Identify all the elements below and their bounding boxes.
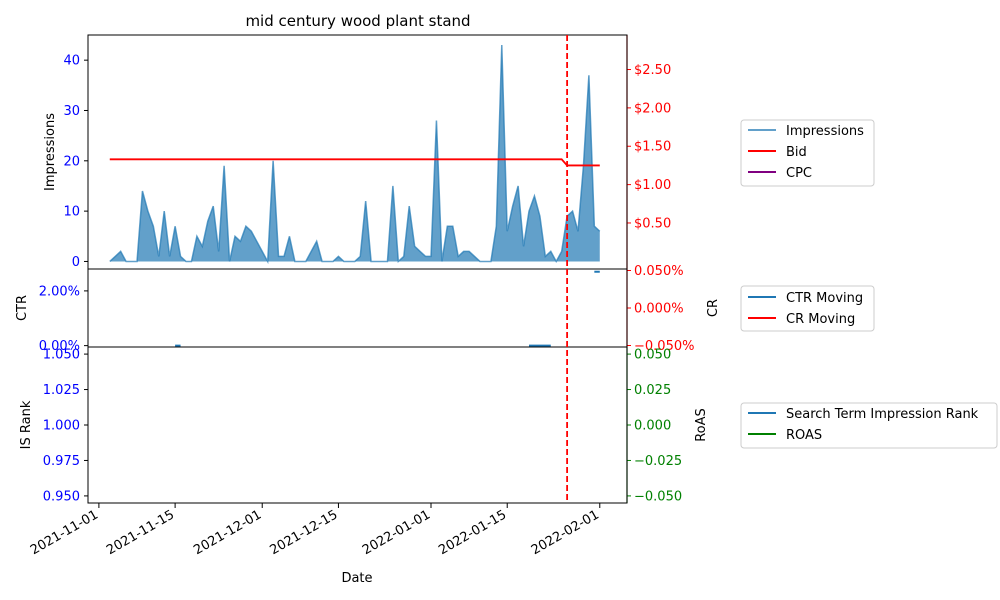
left-tick-label: 0 (72, 255, 80, 270)
left-tick-label: 1.000 (43, 419, 80, 434)
impressions-area (109, 45, 600, 262)
right-tick-label: −0.050% (634, 339, 694, 354)
bid-line (109, 158, 600, 167)
left-tick-label: 10 (63, 205, 80, 220)
right-tick-label: 0.025 (634, 383, 671, 398)
x-tick-label: 2022-02-01 (529, 507, 602, 558)
x-tick-label: 2021-12-15 (268, 507, 341, 558)
impressions-panel: 0 10 20 30 40 $0.50 $1.00 $1.50 $2.00 $2.50 Impre… (43, 34, 671, 270)
left-tick-label: 1.050 (43, 348, 80, 363)
left-tick-label: 0.950 (43, 489, 80, 504)
right-tick-label: 0.000% (634, 302, 684, 317)
cr-axis-label: CR (706, 299, 721, 317)
left-tick-label: 0.00% (39, 339, 80, 354)
legend-label-roas: ROAS (786, 428, 822, 443)
legend-label-cpc: CPC (786, 166, 812, 181)
x-axis-label: Date (341, 571, 372, 586)
x-tick-label: 2021-12-01 (191, 507, 264, 558)
right-tick-label: $1.00 (634, 178, 671, 193)
rank-panel: 0.950 0.975 1.000 1.025 1.050 −0.050 −0.025 0.0… (19, 346, 709, 504)
rank-legend: Search Term Impression Rank ROAS (740, 402, 998, 449)
left-tick-label: 0.975 (43, 454, 80, 469)
legend-label-ctr: CTR Moving (786, 291, 863, 306)
impressions-panel-frame (87, 34, 628, 270)
rank-panel-frame (87, 346, 628, 504)
x-tick-label: 2021-11-15 (104, 507, 177, 558)
left-tick-label: 2.00% (39, 284, 80, 299)
left-tick-label: 30 (63, 104, 80, 119)
chart-title: mid century wood plant stand (245, 12, 470, 30)
right-tick-label: $1.50 (634, 140, 671, 155)
roas-axis-label: RoAS (694, 408, 709, 442)
right-tick-label: 0.050 (634, 348, 671, 363)
x-axis: 2021-11-01 2021-11-15 2021-12-01 2021-12-15… (28, 503, 602, 558)
x-tick-label: 2021-11-01 (28, 507, 101, 558)
right-tick-label: $2.00 (634, 101, 671, 116)
legend-box (740, 402, 998, 449)
x-tick-label: 2022-01-01 (360, 507, 433, 558)
right-tick-label: 0.000 (634, 419, 671, 434)
left-tick-label: 20 (63, 154, 80, 169)
legend-label-bid: Bid (786, 145, 807, 160)
right-tick-label: −0.050 (634, 489, 682, 504)
right-tick-label: $2.50 (634, 63, 671, 78)
right-tick-label: $0.50 (634, 216, 671, 231)
impressions-axis-label: Impressions (43, 113, 58, 191)
legend-label-cr: CR Moving (786, 312, 855, 327)
impressions-legend: Impressions Bid CPC (740, 119, 875, 187)
is-rank-axis-label: IS Rank (19, 400, 34, 449)
legend-label-impressions: Impressions (786, 124, 864, 139)
right-tick-label: 0.050% (634, 264, 684, 279)
legend-label-rank: Search Term Impression Rank (786, 407, 979, 422)
ctr-panel-frame (87, 268, 628, 348)
left-tick-label: 40 (63, 54, 80, 69)
x-tick-label: 2022-01-15 (436, 507, 509, 558)
legend-box (740, 119, 875, 187)
ctr-legend: CTR Moving CR Moving (740, 285, 875, 332)
left-tick-label: 1.025 (43, 383, 80, 398)
impressions-line (109, 45, 601, 265)
ctr-axis-label: CTR (15, 295, 30, 321)
right-tick-label: −0.025 (634, 454, 682, 469)
ctr-panel: 0.00% 2.00% −0.050% 0.000% 0.050% CTR CR (15, 264, 721, 354)
